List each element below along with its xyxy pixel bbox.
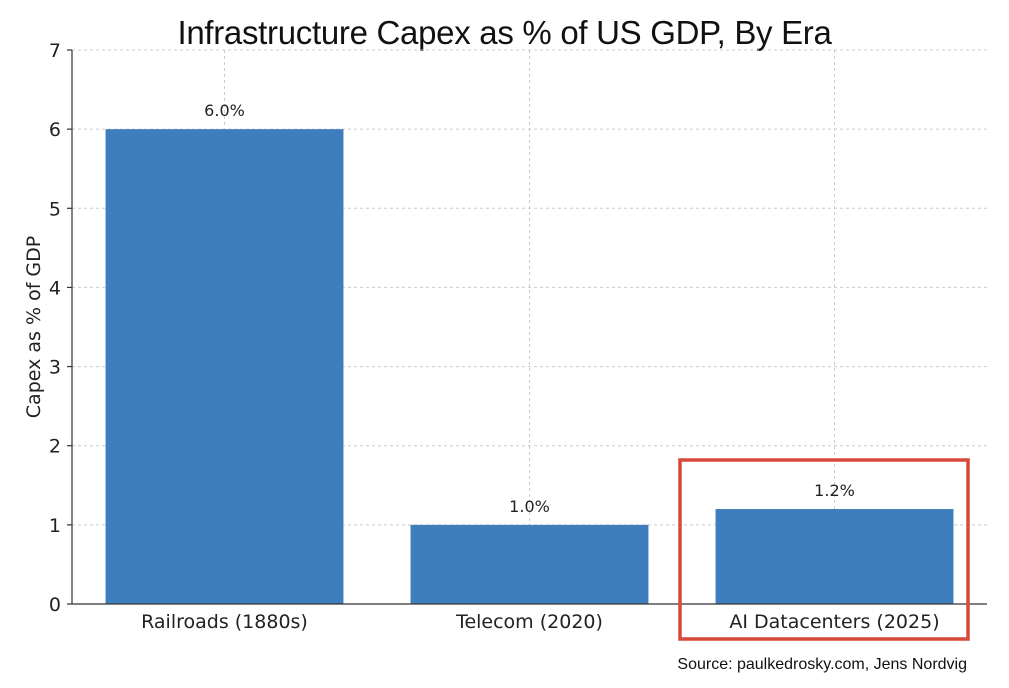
y-axis-ticks: 0 1 2 3 4 5 6 7 bbox=[49, 40, 72, 616]
highlight-box bbox=[678, 458, 970, 641]
x-tick-label: AI Datacenters (2025) bbox=[729, 611, 939, 633]
y-tick-label: 0 bbox=[49, 594, 61, 616]
data-label: 1.0% bbox=[509, 497, 550, 516]
y-tick-label: 3 bbox=[49, 357, 61, 379]
y-axis-label: Capex as % of GDP bbox=[23, 236, 45, 418]
y-tick-label: 1 bbox=[49, 515, 61, 537]
y-tick-label: 6 bbox=[49, 119, 61, 141]
bar bbox=[410, 524, 649, 604]
x-tick-label: Railroads (1880s) bbox=[141, 611, 308, 633]
bar bbox=[105, 129, 344, 604]
bars bbox=[105, 129, 954, 604]
x-axis-ticks: Railroads (1880s) Telecom (2020) AI Datace… bbox=[141, 611, 940, 633]
bar bbox=[715, 509, 954, 604]
source-note: Source: paulkedrosky.com, Jens Nordvig bbox=[677, 656, 967, 673]
data-labels: 6.0% 1.0% 1.2% bbox=[204, 101, 855, 516]
y-tick-label: 4 bbox=[49, 277, 61, 299]
y-tick-label: 2 bbox=[49, 436, 61, 458]
data-label: 6.0% bbox=[204, 101, 245, 120]
data-label: 1.2% bbox=[814, 481, 855, 500]
y-tick-label: 5 bbox=[49, 198, 61, 220]
y-tick-label: 7 bbox=[49, 40, 61, 62]
x-tick-label: Telecom (2020) bbox=[455, 611, 603, 633]
chart-title: Infrastructure Capex as % of US GDP, By … bbox=[177, 14, 832, 51]
